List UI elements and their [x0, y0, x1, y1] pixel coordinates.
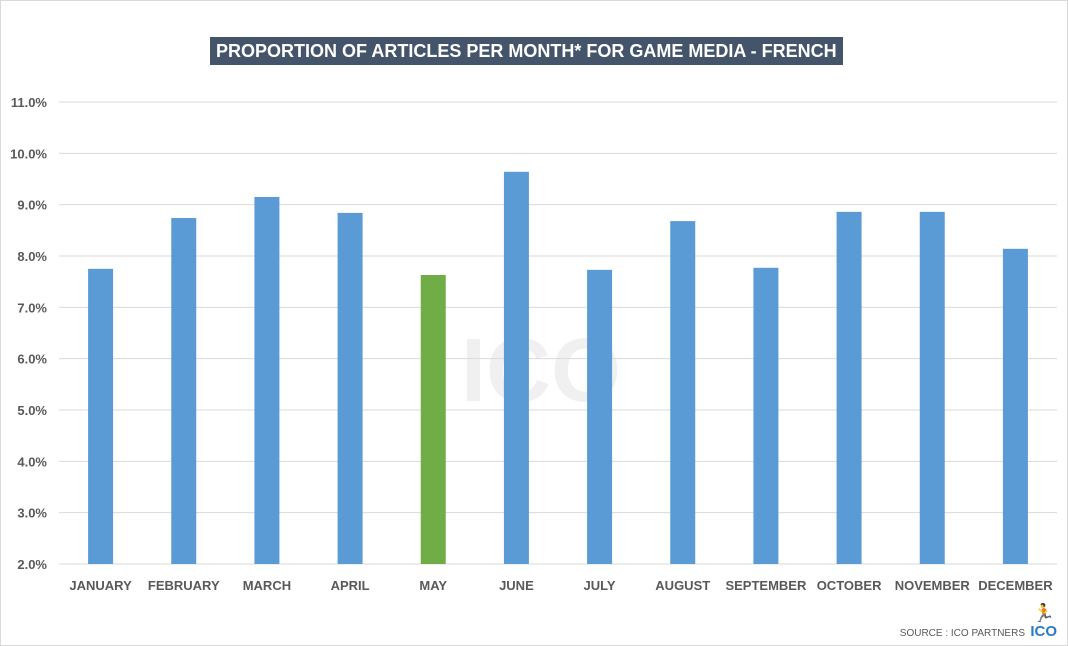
x-tick-label: AUGUST: [655, 578, 710, 593]
x-tick-label: APRIL: [331, 578, 370, 593]
bar-march: [254, 196, 280, 564]
x-tick-label: MAY: [419, 578, 447, 593]
chart-title: PROPORTION OF ARTICLES PER MONTH* FOR GA…: [210, 37, 843, 65]
y-tick-label: 6.0%: [17, 352, 47, 367]
bar-january: [88, 268, 114, 564]
source-label: SOURCE : ICO PARTNERS: [899, 628, 1025, 639]
x-tick-label: JUNE: [499, 578, 534, 593]
y-tick-label: 7.0%: [17, 300, 47, 315]
bar-october: [836, 211, 862, 564]
bar-september: [753, 267, 779, 564]
y-tick-label: 5.0%: [17, 403, 47, 418]
bar-july: [587, 269, 613, 564]
x-tick-label: SEPTEMBER: [725, 578, 807, 593]
x-tick-label: DECEMBER: [978, 578, 1053, 593]
bar-november: [919, 211, 945, 564]
bar-may: [420, 274, 446, 564]
x-tick-label: JANUARY: [69, 578, 132, 593]
ico-logo: ICO: [1030, 623, 1057, 640]
x-tick-label: NOVEMBER: [895, 578, 971, 593]
bar-april: [337, 212, 363, 564]
bar-august: [670, 221, 696, 565]
y-tick-label: 3.0%: [17, 506, 47, 521]
x-tick-label: JULY: [584, 578, 616, 593]
y-tick-label: 8.0%: [17, 249, 47, 264]
x-tick-label: FEBRUARY: [148, 578, 220, 593]
running-man-icon: 🏃: [1032, 603, 1055, 623]
y-tick-label: 10.0%: [10, 146, 47, 161]
bar-february: [171, 218, 197, 564]
x-tick-label: OCTOBER: [817, 578, 882, 593]
y-tick-label: 2.0%: [17, 557, 47, 572]
y-tick-label: 11.0%: [11, 95, 48, 110]
y-tick-label: 9.0%: [17, 198, 47, 213]
bar-december: [1002, 248, 1028, 564]
bar-june: [503, 171, 529, 564]
y-tick-label: 4.0%: [17, 454, 47, 469]
x-tick-label: MARCH: [243, 578, 291, 593]
